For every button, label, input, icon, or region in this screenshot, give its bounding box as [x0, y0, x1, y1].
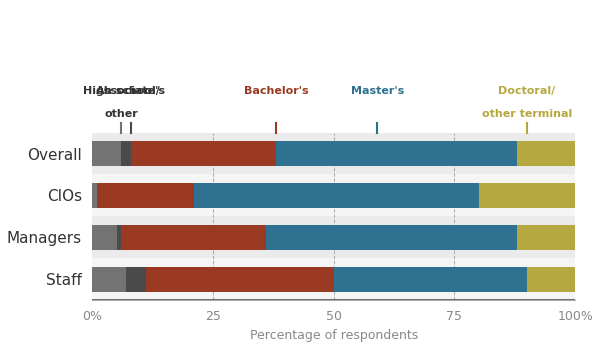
- Text: High school/: High school/: [83, 86, 160, 96]
- Bar: [92, 216, 575, 258]
- Bar: [92, 174, 575, 216]
- Bar: [517, 225, 575, 250]
- Bar: [92, 141, 121, 166]
- Bar: [92, 183, 97, 208]
- Bar: [121, 141, 131, 166]
- Bar: [92, 258, 575, 300]
- Bar: [116, 225, 121, 250]
- Text: Bachelor's: Bachelor's: [244, 86, 308, 96]
- Bar: [146, 267, 334, 292]
- Bar: [126, 267, 146, 292]
- Bar: [276, 141, 517, 166]
- Bar: [527, 267, 575, 292]
- Text: Master's: Master's: [350, 86, 404, 96]
- Bar: [517, 141, 575, 166]
- Bar: [92, 267, 126, 292]
- Bar: [194, 183, 479, 208]
- Bar: [131, 141, 276, 166]
- X-axis label: Percentage of respondents: Percentage of respondents: [250, 329, 418, 342]
- Bar: [92, 133, 575, 174]
- Bar: [479, 183, 575, 208]
- Text: other terminal: other terminal: [482, 109, 572, 119]
- Text: Associate's: Associate's: [96, 86, 166, 96]
- Bar: [121, 225, 266, 250]
- Bar: [266, 225, 517, 250]
- Bar: [97, 183, 194, 208]
- Bar: [92, 225, 116, 250]
- Bar: [334, 267, 527, 292]
- Text: Doctoral/: Doctoral/: [498, 86, 556, 96]
- Text: other: other: [104, 109, 139, 119]
